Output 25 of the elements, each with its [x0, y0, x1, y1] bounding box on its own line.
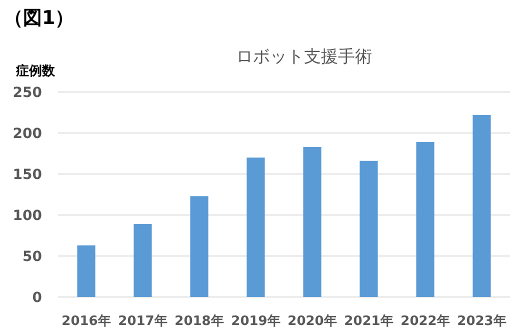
y-tick-label: 250	[12, 85, 42, 101]
x-tick-label: 2022年	[400, 314, 450, 329]
chart-title: ロボット支援手術	[236, 47, 372, 67]
x-tick-label: 2021年	[344, 314, 394, 329]
bar	[416, 142, 434, 297]
bar	[303, 146, 322, 297]
y-axis-title: 症例数	[15, 63, 56, 79]
y-tick-label: 50	[22, 249, 42, 265]
y-tick-label: 200	[12, 126, 42, 142]
x-tick-label: 2023年	[457, 314, 506, 329]
bar	[360, 160, 378, 297]
y-tick-label: 100	[12, 208, 42, 224]
x-tick-label: 2020年	[288, 314, 337, 329]
bar	[77, 245, 96, 297]
bar	[190, 196, 208, 297]
y-tick-label: 0	[32, 290, 42, 306]
x-tick-label: 2016年	[62, 314, 111, 329]
x-tick-label: 2017年	[118, 314, 168, 329]
x-tick-label: 2018年	[174, 314, 224, 329]
text: （図1）	[4, 7, 74, 29]
y-tick-label: 150	[12, 167, 42, 183]
bar	[472, 114, 491, 297]
x-tick-label: 2019年	[231, 314, 280, 329]
bar	[134, 224, 152, 297]
bar	[246, 158, 265, 297]
